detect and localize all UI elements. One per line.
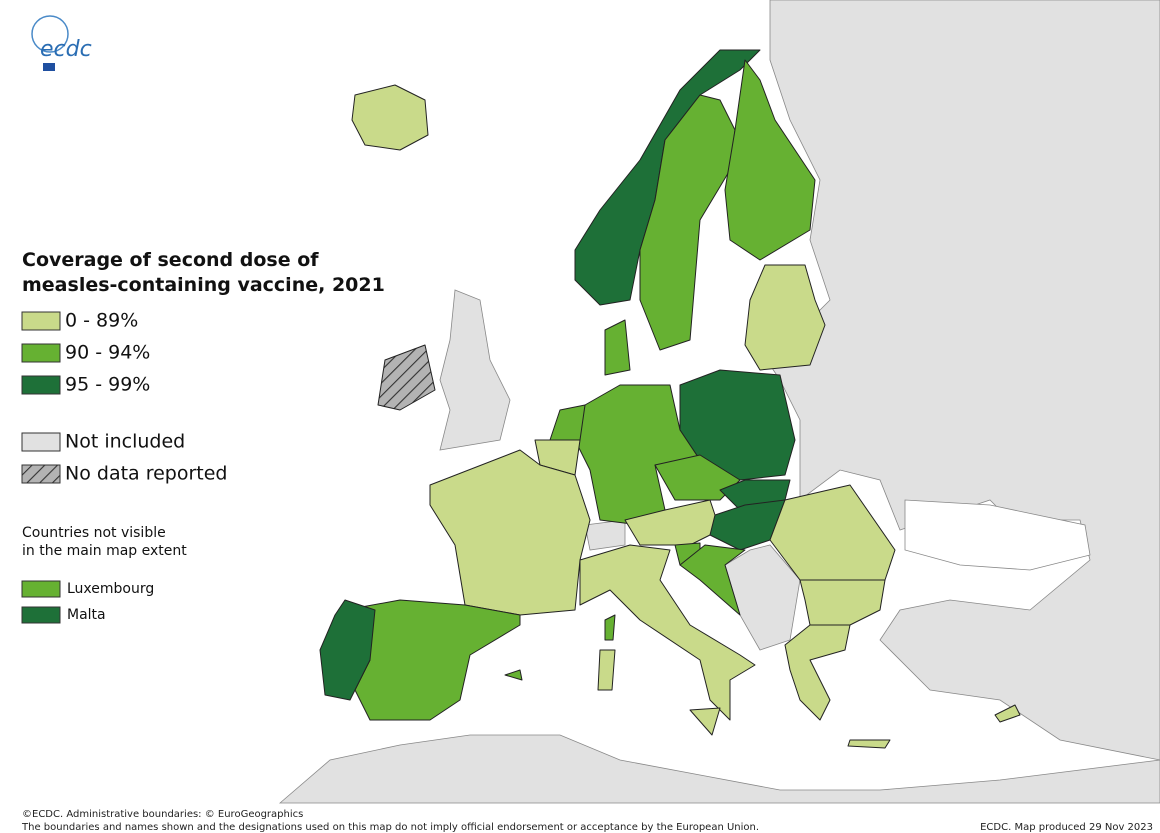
country (377, 344, 436, 411)
country (579, 544, 756, 721)
footer-text: The boundaries and names shown and the d… (21, 822, 759, 833)
country (574, 384, 701, 526)
country (799, 579, 886, 626)
country (639, 94, 736, 351)
legend-label: Malta (67, 607, 106, 623)
legend-label: Luxembourg (67, 581, 154, 597)
legend-title: Coverage of second dose of (22, 249, 319, 271)
country (597, 649, 616, 691)
country (549, 404, 586, 441)
country (278, 734, 1160, 804)
legend-label: No data reported (65, 463, 228, 485)
country (439, 289, 511, 451)
countries (319, 49, 1021, 749)
legend-title: measles-containing vaccine, 2021 (22, 274, 385, 296)
logo-text: ecdc (40, 37, 92, 62)
legend-swatch (21, 343, 61, 363)
country (769, 484, 896, 581)
background-land (278, 0, 1160, 804)
country (351, 84, 429, 151)
legend-label: 95 - 99% (65, 374, 150, 396)
logo: ecdc (31, 15, 92, 71)
country (784, 624, 851, 721)
footer-text: ©ECDC. Administrative boundaries: © Euro… (22, 809, 303, 820)
legend-swatch (21, 311, 61, 331)
country (724, 59, 816, 261)
country (429, 449, 591, 616)
country (319, 599, 376, 701)
country (847, 739, 891, 749)
country (604, 319, 631, 376)
legend-swatch (21, 432, 61, 452)
footer-text: ECDC. Map produced 29 Nov 2023 (980, 822, 1153, 833)
legend-swatch (21, 464, 61, 484)
legend-swatch (21, 606, 61, 624)
country (689, 707, 721, 736)
country (744, 264, 826, 371)
legend-label: 0 - 89% (65, 310, 138, 332)
inset-title: Countries not visible (22, 525, 166, 541)
country (994, 704, 1021, 723)
legend-label: Not included (65, 431, 185, 453)
legend-label: 90 - 94% (65, 342, 150, 364)
inset-title: in the main map extent (22, 543, 187, 559)
country (504, 669, 523, 681)
legend-swatch (21, 375, 61, 395)
country (724, 544, 801, 651)
country (679, 544, 746, 616)
legend-swatch (21, 580, 61, 598)
country (604, 614, 616, 641)
country (584, 519, 626, 551)
